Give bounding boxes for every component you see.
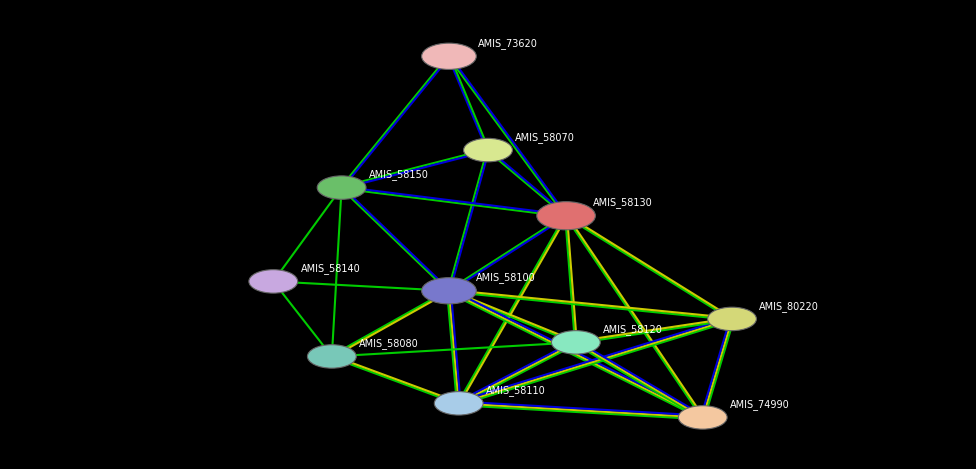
Circle shape xyxy=(678,406,727,429)
Text: AMIS_58100: AMIS_58100 xyxy=(476,272,536,283)
Circle shape xyxy=(464,138,512,162)
Text: AMIS_58150: AMIS_58150 xyxy=(369,169,428,180)
Circle shape xyxy=(307,345,356,368)
Text: AMIS_58120: AMIS_58120 xyxy=(603,324,663,335)
Circle shape xyxy=(551,331,600,354)
Text: AMIS_80220: AMIS_80220 xyxy=(759,301,819,311)
Text: AMIS_74990: AMIS_74990 xyxy=(730,399,790,410)
Circle shape xyxy=(708,307,756,331)
Circle shape xyxy=(537,202,595,230)
Text: AMIS_58140: AMIS_58140 xyxy=(301,263,360,274)
Circle shape xyxy=(249,270,298,293)
Circle shape xyxy=(422,278,476,304)
Text: AMIS_73620: AMIS_73620 xyxy=(478,38,538,49)
Circle shape xyxy=(434,392,483,415)
Circle shape xyxy=(317,176,366,199)
Circle shape xyxy=(422,43,476,69)
Text: AMIS_58130: AMIS_58130 xyxy=(593,197,653,208)
Text: AMIS_58070: AMIS_58070 xyxy=(515,132,575,143)
Text: AMIS_58110: AMIS_58110 xyxy=(486,385,546,396)
Text: AMIS_58080: AMIS_58080 xyxy=(359,338,419,349)
